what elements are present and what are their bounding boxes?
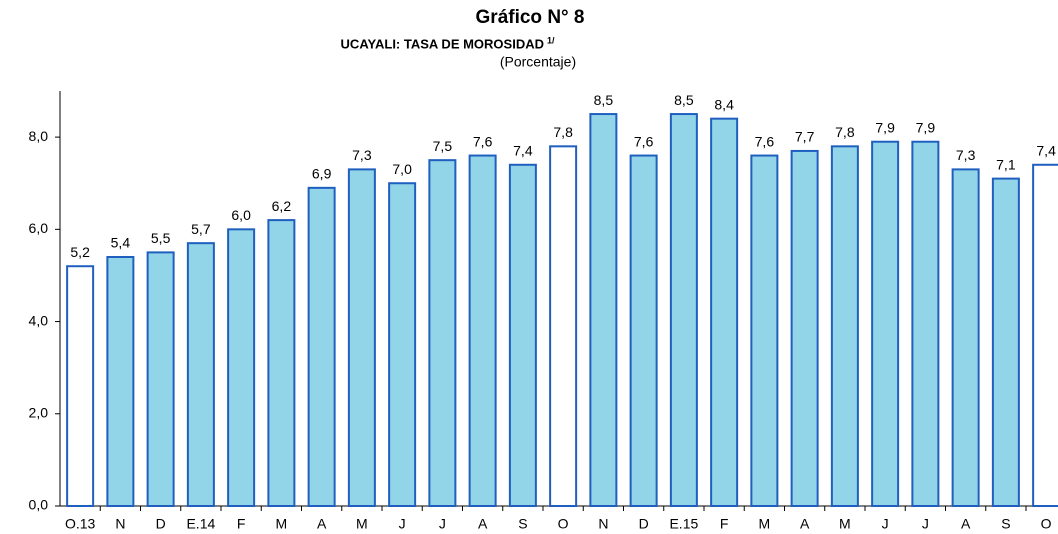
bar: [549, 145, 578, 507]
x-tick-label: O.13: [65, 516, 96, 532]
x-tick-label: E.14: [186, 516, 215, 532]
value-label: 7,4: [1036, 142, 1056, 158]
value-label: 5,4: [111, 235, 131, 251]
x-tick-label: N: [598, 516, 608, 532]
value-label: 5,5: [151, 230, 171, 246]
bar: [307, 186, 336, 507]
bar: [227, 228, 256, 507]
bar: [347, 168, 376, 507]
bar: [428, 159, 457, 508]
value-label: 7,8: [553, 124, 573, 140]
bar: [951, 168, 980, 507]
x-tick-label: J: [882, 516, 889, 532]
bar: [669, 113, 698, 508]
chart-title: Gráfico N° 8: [476, 7, 585, 28]
value-label: 7,6: [473, 133, 493, 149]
y-tick-label: 8,0: [29, 128, 49, 144]
bar: [388, 182, 417, 507]
y-tick-label: 6,0: [29, 220, 49, 236]
value-label: 8,4: [714, 96, 734, 112]
value-label: 8,5: [674, 92, 694, 108]
value-label: 6,2: [272, 198, 292, 214]
x-tick-label: A: [800, 516, 810, 532]
value-label: 8,5: [594, 92, 614, 108]
y-tick-label: 0,0: [29, 497, 49, 513]
value-label: 5,7: [191, 221, 211, 237]
subtitle-note: 1/: [547, 35, 555, 45]
x-tick-label: D: [156, 516, 166, 532]
bar: [871, 140, 900, 507]
unit-label: (Porcentaje): [500, 54, 576, 70]
value-label: 7,1: [996, 156, 1016, 172]
y-tick-label: 4,0: [29, 312, 49, 328]
value-label: 7,9: [916, 119, 936, 135]
bar: [830, 145, 859, 507]
bar: [991, 177, 1020, 507]
value-label: 6,9: [312, 166, 332, 182]
bar: [106, 256, 135, 507]
x-tick-label: M: [839, 516, 851, 532]
value-label: 7,5: [433, 138, 453, 154]
value-label: 7,7: [795, 129, 815, 145]
x-tick-label: E.15: [669, 516, 698, 532]
bar: [146, 251, 175, 507]
bar: [468, 154, 497, 508]
x-tick-label: O: [558, 516, 569, 532]
bar: [1032, 163, 1058, 507]
x-tick-label: M: [276, 516, 288, 532]
value-label: 6,0: [231, 207, 251, 223]
bar: [790, 149, 819, 507]
value-label: 7,6: [634, 133, 654, 149]
bar: [589, 113, 618, 508]
x-tick-label: J: [399, 516, 406, 532]
x-tick-label: D: [639, 516, 649, 532]
value-label: 7,3: [956, 147, 976, 163]
bar: [710, 117, 739, 508]
x-tick-label: O: [1041, 516, 1052, 532]
value-label: 7,3: [352, 147, 372, 163]
value-label: 7,6: [755, 133, 775, 149]
x-tick-label: J: [439, 516, 446, 532]
bar: [186, 242, 215, 508]
bar: [911, 140, 940, 507]
x-tick-label: A: [478, 516, 488, 532]
x-tick-label: N: [115, 516, 125, 532]
bar: [267, 219, 296, 507]
bar: [629, 154, 658, 508]
value-label: 7,8: [835, 124, 855, 140]
x-tick-label: J: [922, 516, 929, 532]
x-tick-label: F: [237, 516, 246, 532]
value-label: 5,2: [70, 244, 90, 260]
x-tick-label: M: [759, 516, 771, 532]
value-label: 7,0: [392, 161, 412, 177]
x-tick-label: M: [356, 516, 368, 532]
bar: [750, 154, 779, 508]
x-tick-label: A: [317, 516, 327, 532]
x-tick-label: A: [961, 516, 971, 532]
value-label: 7,4: [513, 142, 533, 158]
x-tick-label: S: [1001, 516, 1010, 532]
y-tick-label: 2,0: [29, 404, 49, 420]
chart-subtitle: UCAYALI: TASA DE MOROSIDAD: [341, 36, 544, 51]
value-label: 7,9: [875, 119, 895, 135]
bar: [66, 265, 95, 507]
x-tick-label: S: [518, 516, 527, 532]
x-tick-label: F: [720, 516, 729, 532]
bar: [508, 163, 537, 507]
